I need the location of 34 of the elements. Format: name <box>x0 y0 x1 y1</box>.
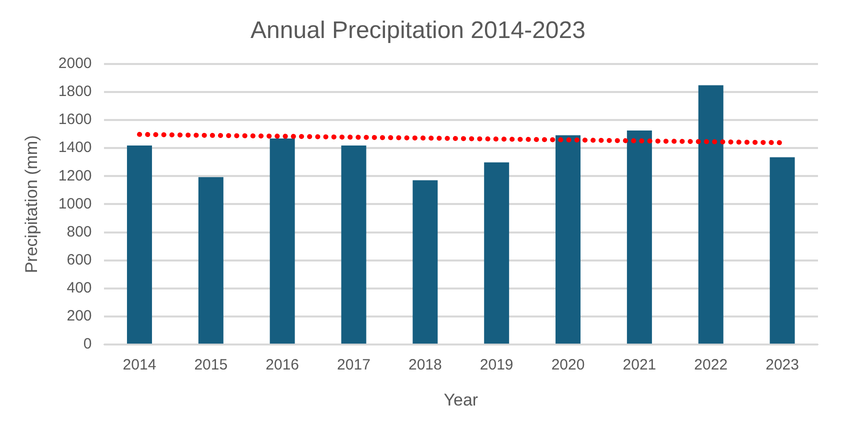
y-tick-label: 2000 <box>58 54 92 72</box>
x-tick-label: 2023 <box>766 356 799 374</box>
y-tick-label: 1800 <box>58 83 92 100</box>
y-tick-label: 1000 <box>58 195 92 212</box>
x-tick-label: 2017 <box>337 356 370 374</box>
bar <box>556 135 581 344</box>
y-tick-label: 1200 <box>58 167 92 184</box>
x-tick-label: 2019 <box>480 356 514 374</box>
bar <box>626 130 652 344</box>
chart-title: Annual Precipitation 2014-2023 <box>250 17 586 44</box>
y-tick-label: 0 <box>83 336 92 353</box>
y-tick-label: 400 <box>66 280 92 297</box>
bar <box>770 157 795 344</box>
x-tick-label: 2018 <box>408 356 442 374</box>
bar <box>126 146 152 344</box>
x-tick-label: 2021 <box>622 356 656 374</box>
y-tick-label: 1600 <box>58 111 92 128</box>
x-axis-title: Year <box>444 390 478 410</box>
bar <box>484 162 510 344</box>
bar <box>270 138 295 344</box>
bar <box>412 180 438 344</box>
bar <box>341 146 366 344</box>
y-tick-label: 200 <box>66 308 92 325</box>
y-axis-title: Precipitation (mm) <box>22 135 41 274</box>
x-tick-label: 2022 <box>694 356 728 374</box>
y-tick-label: 800 <box>66 223 92 240</box>
bar <box>698 85 724 344</box>
y-tick-label: 1400 <box>58 139 92 156</box>
x-tick-label: 2014 <box>122 356 156 374</box>
x-tick-label: 2016 <box>266 356 300 374</box>
y-tick-label: 600 <box>66 252 92 268</box>
x-tick-label: 2020 <box>551 356 585 374</box>
x-tick-label: 2015 <box>194 356 228 374</box>
bar <box>198 177 224 344</box>
